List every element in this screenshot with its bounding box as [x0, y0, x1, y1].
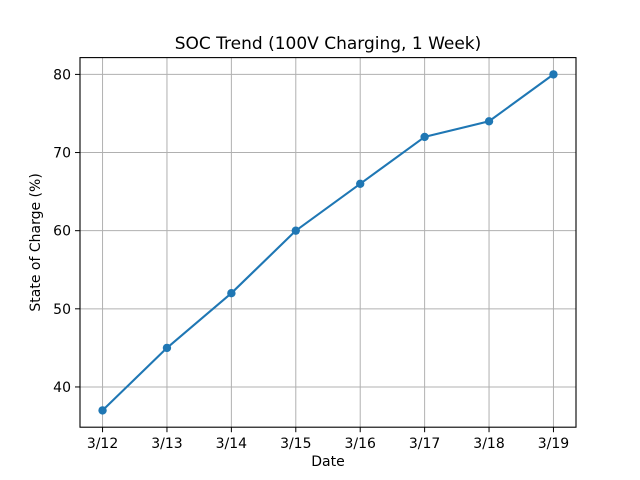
- y-tick-label: 60: [53, 224, 71, 240]
- data-point-marker: [227, 288, 236, 298]
- data-point-marker: [291, 226, 300, 235]
- data-point-marker: [484, 117, 494, 126]
- x-tick-label: 3/14: [216, 436, 248, 452]
- x-tick-label: 3/12: [87, 436, 118, 452]
- soc-trend-line: [101, 73, 555, 412]
- chart-title: SOC Trend (100V Charging, 1 Week): [175, 34, 482, 54]
- axis-ticks: [75, 73, 554, 433]
- plot-border: [79, 57, 577, 428]
- x-tick-label: 3/17: [409, 436, 440, 452]
- grid-lines: [80, 57, 576, 428]
- y-tick-label: 40: [53, 380, 71, 396]
- soc-line-series: [98, 70, 558, 415]
- x-tick-label: 3/18: [473, 436, 504, 452]
- y-tick-label: 80: [53, 67, 71, 83]
- data-point-marker: [98, 406, 107, 415]
- data-point-marker: [356, 179, 365, 188]
- data-point-marker: [420, 132, 429, 142]
- y-tick-label: 50: [53, 302, 71, 318]
- y-axis-label: State of Charge (%): [28, 173, 44, 311]
- x-tick-label: 3/19: [538, 436, 569, 452]
- x-tick-label: 3/16: [344, 436, 376, 452]
- y-tick-label: 70: [53, 146, 71, 162]
- x-tick-label: 3/15: [280, 436, 311, 452]
- x-tick-label: 3/13: [151, 436, 182, 452]
- axes-spines: [79, 57, 577, 428]
- data-point-marker: [162, 343, 172, 353]
- data-point-marker: [549, 70, 558, 79]
- x-axis-label: Date: [311, 454, 344, 470]
- axis-tick-labels: 3/12 3/13 3/14 3/15 3/16 3/17 3/18 3/19 40 50 60 70…: [53, 67, 569, 452]
